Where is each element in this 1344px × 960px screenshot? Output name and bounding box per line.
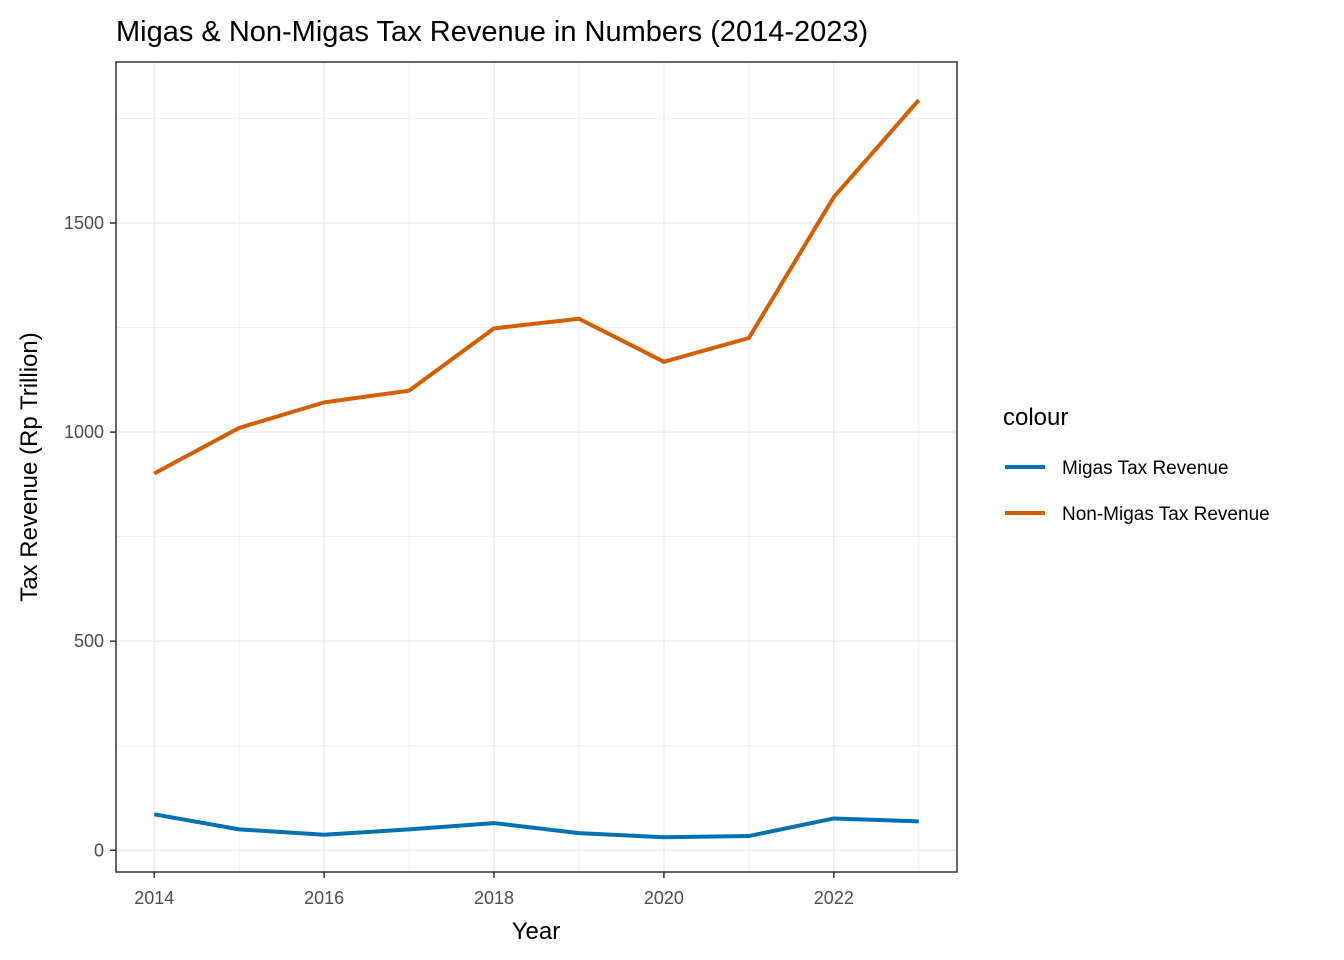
- x-tick-label: 2018: [474, 888, 514, 908]
- x-tick-label: 2022: [814, 888, 854, 908]
- grid: [116, 62, 957, 872]
- y-tick-label: 500: [74, 631, 104, 651]
- legend-title: colour: [1003, 404, 1068, 431]
- x-axis-title: Year: [512, 918, 561, 945]
- series-lines: [153, 98, 921, 840]
- y-tick-label: 1500: [64, 213, 104, 233]
- legend: colour Migas Tax Revenue Non-Migas Tax Re…: [1003, 404, 1270, 525]
- y-tick-label: 1000: [64, 422, 104, 442]
- series-line-non-migas: [153, 98, 921, 476]
- series-line-migas: [153, 812, 919, 840]
- legend-label: Non-Migas Tax Revenue: [1062, 504, 1270, 525]
- legend-label: Migas Tax Revenue: [1062, 458, 1229, 479]
- y-tick-label: 0: [94, 840, 104, 860]
- chart-title: Migas & Non-Migas Tax Revenue in Numbers…: [116, 16, 868, 48]
- y-axis: 0 500 1000 1500: [64, 213, 116, 860]
- y-axis-title: Tax Revenue (Rp Trillion): [16, 332, 43, 601]
- x-tick-label: 2020: [644, 888, 684, 908]
- x-axis: 2014 2016 2018 2020 2022: [134, 872, 854, 908]
- x-tick-label: 2016: [304, 888, 344, 908]
- plot-panel: [115, 61, 958, 873]
- x-tick-label: 2014: [134, 888, 174, 908]
